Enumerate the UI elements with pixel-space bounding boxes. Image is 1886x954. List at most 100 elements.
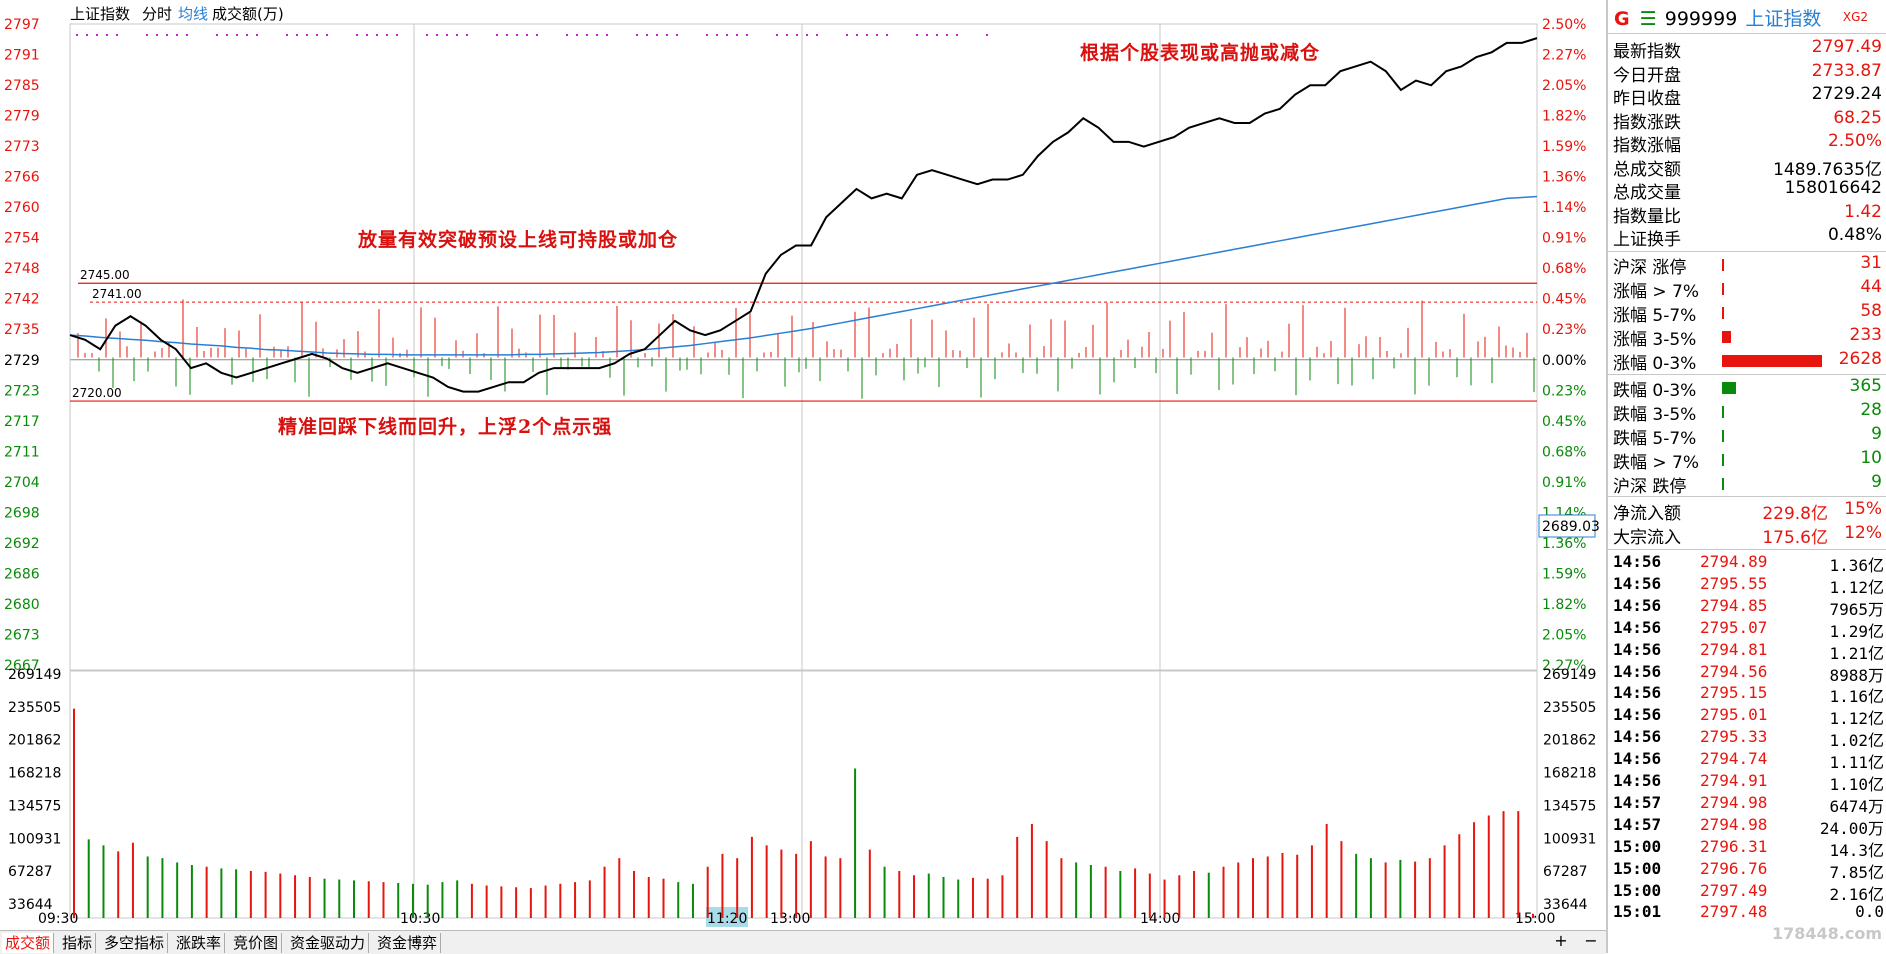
tab-average[interactable]: 均线 bbox=[178, 5, 209, 23]
tick-row[interactable]: 14:56 2795.33 1.02亿 bbox=[1608, 727, 1886, 750]
volume-tick-label: 134575 bbox=[8, 798, 61, 814]
stat-label: 总成交量 bbox=[1613, 183, 1681, 203]
tick-price: 2795.33 bbox=[1700, 727, 1768, 747]
signal-dot bbox=[376, 34, 378, 36]
signal-dot bbox=[636, 34, 638, 36]
breadth-row: 沪深 跌停 9 bbox=[1608, 472, 1886, 497]
tick-row[interactable]: 15:00 2796.31 14.3亿 bbox=[1608, 837, 1886, 860]
signal-dot bbox=[176, 34, 178, 36]
pct-tick-label: 0.00% bbox=[1542, 353, 1586, 369]
bottom-tab-6[interactable]: 资金博弈 bbox=[374, 933, 442, 953]
signal-dot bbox=[846, 34, 848, 36]
tick-row[interactable]: 15:00 2797.49 2.16亿 bbox=[1608, 880, 1886, 904]
bottom-tab-1[interactable]: 指标 bbox=[59, 933, 97, 953]
pct-tick-label: 1.59% bbox=[1542, 139, 1586, 155]
pct-tick-label: 0.45% bbox=[1542, 414, 1586, 430]
breadth-row: 跌幅 3-5% 28 bbox=[1608, 400, 1886, 425]
price-tick-label: 2717 bbox=[4, 414, 40, 430]
signal-dot bbox=[156, 34, 158, 36]
price-tick-label: 2785 bbox=[4, 78, 40, 94]
signal-dot bbox=[516, 34, 518, 36]
average-line bbox=[69, 195, 1538, 356]
volume-tick-label-right: 134575 bbox=[1543, 798, 1596, 814]
tick-price: 2794.81 bbox=[1700, 639, 1768, 659]
breadth-label: 涨幅 0-3% bbox=[1613, 354, 1697, 374]
signal-dot bbox=[726, 34, 728, 36]
volume-tick-label-right: 67287 bbox=[1543, 864, 1588, 880]
tick-time: 14:56 bbox=[1613, 771, 1662, 790]
quote-panel: G ☰ 999999 上证指数 XG2 最新指数 2797.49 今日开盘 2733.… bbox=[1606, 0, 1886, 953]
bottom-tab-5[interactable]: 资金驱动力 bbox=[287, 933, 370, 953]
stat-value: 158016642 bbox=[1784, 178, 1882, 198]
breadth-label: 跌幅 3-5% bbox=[1613, 405, 1697, 425]
breadth-value: 365 bbox=[1849, 376, 1882, 396]
tick-row[interactable]: 14:57 2794.98 6474万 bbox=[1608, 793, 1886, 816]
breadth-value: 31 bbox=[1860, 253, 1882, 273]
bottom-tab-2[interactable]: 多空指标 bbox=[101, 933, 169, 953]
tick-volume: 1.36亿 bbox=[1829, 556, 1884, 575]
tick-row[interactable]: 14:56 2794.56 8988万 bbox=[1608, 662, 1886, 685]
tick-time: 14:56 bbox=[1613, 552, 1662, 571]
price-tick-label: 2735 bbox=[4, 322, 40, 338]
tick-row[interactable]: 14:56 2795.55 1.12亿 bbox=[1608, 574, 1886, 597]
price-tick-label: 2766 bbox=[4, 170, 40, 186]
menu-icon[interactable]: ☰ bbox=[1639, 8, 1657, 30]
bottom-tab-3[interactable]: 涨跌率 bbox=[173, 933, 226, 953]
signal-dot bbox=[936, 34, 938, 36]
tick-row[interactable]: 14:56 2794.89 1.36亿 bbox=[1608, 552, 1886, 575]
tab-volume[interactable]: 成交额(万) bbox=[212, 5, 284, 23]
tick-price: 2795.15 bbox=[1700, 683, 1768, 703]
tick-row[interactable]: 14:57 2794.98 24.00万 bbox=[1608, 814, 1886, 838]
price-tick-label: 2742 bbox=[4, 292, 40, 308]
tick-price: 2794.98 bbox=[1700, 814, 1768, 834]
signal-dot bbox=[886, 34, 888, 36]
tick-time: 15:00 bbox=[1613, 880, 1662, 900]
signal-dot bbox=[856, 34, 858, 36]
zoom-out-button[interactable]: − bbox=[1584, 931, 1598, 950]
tick-price: 2794.74 bbox=[1700, 749, 1768, 769]
tick-price: 2796.76 bbox=[1700, 858, 1768, 878]
tick-row[interactable]: 14:56 2794.74 1.11亿 bbox=[1608, 749, 1886, 772]
tick-row[interactable]: 14:56 2795.01 1.12亿 bbox=[1608, 705, 1886, 728]
stat-value: 1489.7635亿 bbox=[1773, 159, 1882, 180]
stat-label: 今日开盘 bbox=[1613, 65, 1681, 86]
breadth-row: 涨幅 5-7% 58 bbox=[1608, 301, 1886, 326]
signal-dot bbox=[576, 34, 578, 36]
signal-dot bbox=[296, 34, 298, 36]
price-tick-label: 2667 bbox=[4, 658, 40, 674]
tab-time[interactable]: 分时 bbox=[142, 5, 173, 23]
pct-tick-label: 0.91% bbox=[1542, 475, 1586, 491]
index-code: 999999 bbox=[1664, 8, 1738, 30]
tick-row[interactable]: 14:56 2795.07 1.29亿 bbox=[1608, 618, 1886, 641]
tick-row[interactable]: 15:01 2797.48 0.0 bbox=[1608, 902, 1886, 924]
stat-label: 上证换手 bbox=[1613, 230, 1681, 250]
breadth-bar bbox=[1722, 406, 1724, 418]
intraday-chart[interactable]: 2797 2.50% 2791 2.27% 2785 2.05% 2779 1.82% 2773… bbox=[0, 0, 1606, 930]
breadth-row: 涨幅 0-3% 2628 bbox=[1608, 349, 1886, 374]
divider bbox=[1608, 374, 1886, 375]
volume-tick-label-right: 201862 bbox=[1543, 733, 1596, 749]
signal-dot bbox=[106, 34, 108, 36]
tick-row[interactable]: 14:56 2794.91 1.10亿 bbox=[1608, 771, 1886, 794]
tick-price: 2794.85 bbox=[1700, 595, 1768, 615]
breadth-value: 9 bbox=[1871, 424, 1882, 444]
breadth-value: 2628 bbox=[1838, 349, 1882, 369]
zoom-in-button[interactable]: + bbox=[1554, 931, 1568, 950]
signal-dot bbox=[666, 34, 668, 36]
breadth-label: 涨幅 3-5% bbox=[1613, 330, 1697, 350]
signal-dot bbox=[116, 34, 118, 36]
pct-tick-label: 1.82% bbox=[1542, 109, 1586, 125]
bottom-tab-0[interactable]: 成交额 bbox=[2, 933, 55, 953]
bottom-tab-4[interactable]: 竞价图 bbox=[230, 933, 283, 953]
tick-volume: 8988万 bbox=[1829, 665, 1884, 685]
pct-tick-label: 0.68% bbox=[1542, 444, 1586, 460]
stat-row: 昨日收盘 2729.24 bbox=[1608, 84, 1886, 109]
index-title: 上证指数 bbox=[70, 5, 131, 23]
tick-row[interactable]: 14:56 2794.81 1.21亿 bbox=[1608, 639, 1886, 663]
signal-dot bbox=[536, 34, 538, 36]
tick-row[interactable]: 14:56 2795.15 1.16亿 bbox=[1608, 683, 1886, 706]
flow-pct: 15% bbox=[1844, 499, 1882, 519]
tick-row[interactable]: 15:00 2796.76 7.85亿 bbox=[1608, 858, 1886, 882]
tick-row[interactable]: 14:56 2794.85 7965万 bbox=[1608, 595, 1886, 619]
signal-dot bbox=[86, 34, 88, 36]
